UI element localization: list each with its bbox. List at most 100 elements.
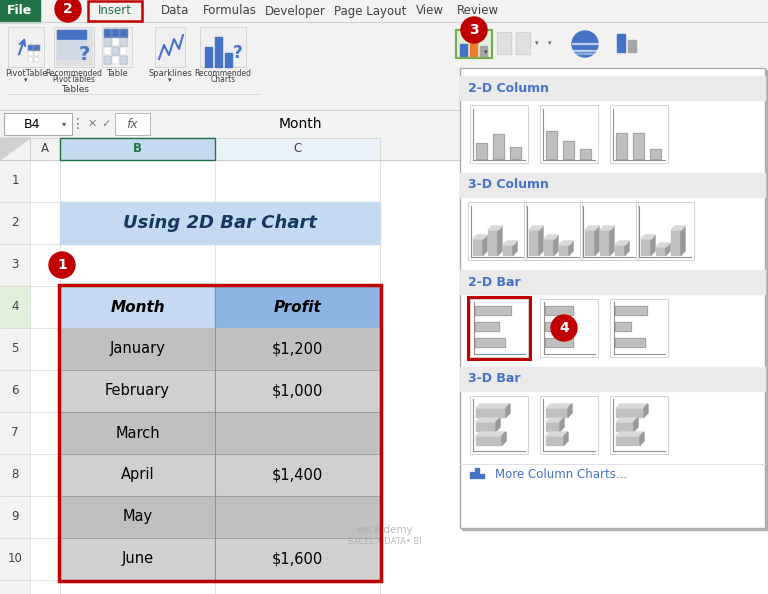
Text: June: June [121,551,154,567]
Bar [580,202,638,260]
Polygon shape [546,408,568,417]
Bar [60,244,215,286]
Bar [215,202,380,244]
Polygon shape [502,432,506,445]
Bar [580,149,591,159]
Bar [104,47,111,55]
Bar [380,138,768,160]
Polygon shape [539,226,543,255]
Polygon shape [625,241,629,255]
Polygon shape [671,230,681,255]
Bar [610,105,668,163]
Polygon shape [559,245,569,255]
Text: ▾: ▾ [168,77,172,83]
Bar [60,412,215,454]
Bar [77,30,86,39]
Text: 4: 4 [12,301,18,314]
Polygon shape [476,418,500,422]
Bar [54,27,94,67]
Bar [628,40,636,52]
Circle shape [572,31,598,57]
Text: 3-D Column: 3-D Column [468,179,549,191]
Bar [104,38,111,46]
Bar [470,299,528,357]
Text: Month: Month [278,117,322,131]
Bar [610,396,668,454]
Polygon shape [640,432,644,445]
Polygon shape [476,432,506,436]
Text: B4: B4 [24,118,40,131]
Circle shape [551,315,577,341]
Circle shape [49,252,75,278]
Bar [475,322,499,331]
Bar [470,299,528,357]
Bar [120,29,127,37]
Polygon shape [546,432,568,436]
Bar [155,27,185,67]
Text: 9: 9 [12,510,18,523]
Bar [28,45,33,50]
Polygon shape [595,226,599,255]
Bar [215,37,222,67]
Bar [120,56,127,64]
Text: ▾: ▾ [535,40,538,46]
Polygon shape [546,418,564,422]
Bar [580,202,638,260]
Bar [650,149,661,159]
Text: More Column Charts...: More Column Charts... [495,469,627,482]
Bar [616,133,627,159]
Bar [456,30,492,58]
Text: File: File [8,5,32,17]
Bar [30,286,60,328]
Text: Formulas: Formulas [203,5,257,17]
Bar [0,286,30,328]
Polygon shape [503,245,513,255]
Bar [546,131,557,159]
Bar [456,30,492,58]
Bar [104,56,111,64]
Bar [120,38,127,46]
Text: 2-D Column: 2-D Column [468,81,549,94]
Bar [112,38,119,46]
Bar [572,50,598,51]
Bar [610,299,668,357]
Polygon shape [585,230,595,255]
Bar [60,454,215,496]
Bar [60,138,215,160]
Bar [215,138,380,160]
Bar [510,147,521,159]
Polygon shape [0,138,30,160]
Bar [104,29,111,37]
Polygon shape [476,408,506,417]
Text: March: March [115,425,160,441]
Text: Insert: Insert [98,5,132,17]
Bar [215,454,380,496]
Bar [115,113,150,135]
Bar [200,27,246,67]
Text: $1,400: $1,400 [272,467,323,482]
Circle shape [55,0,81,22]
Bar [493,134,504,159]
Bar [540,105,598,163]
Polygon shape [513,241,517,255]
Bar [470,105,528,163]
Bar [112,56,119,64]
Polygon shape [476,404,510,408]
Bar [636,202,694,260]
Bar [470,472,474,478]
Bar [8,27,44,67]
Bar [460,68,765,528]
Text: 8: 8 [12,469,18,482]
Polygon shape [666,243,670,255]
Text: ✓: ✓ [101,119,111,129]
Bar [0,110,768,138]
Bar [215,328,380,370]
Text: Recommended: Recommended [194,68,251,77]
Bar [57,50,66,59]
Text: B: B [133,143,142,156]
Text: Sparklines: Sparklines [148,68,192,77]
Bar [77,50,86,59]
Bar [34,51,39,56]
Text: Page Layout: Page Layout [334,5,406,17]
Text: 1: 1 [57,258,67,272]
